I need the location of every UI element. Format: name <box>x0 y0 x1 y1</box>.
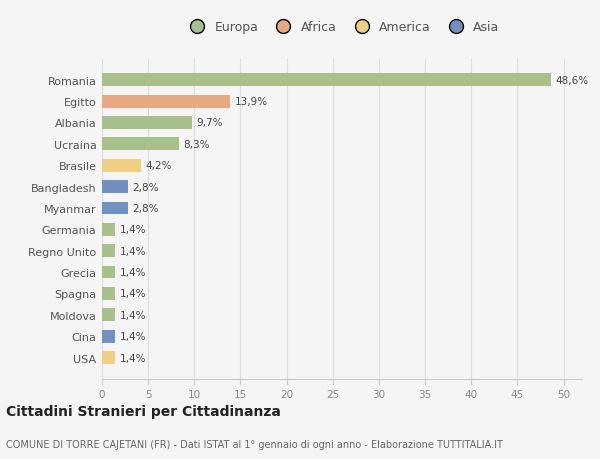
Bar <box>102 202 128 215</box>
Text: 1,4%: 1,4% <box>119 246 146 256</box>
Text: 1,4%: 1,4% <box>119 331 146 341</box>
Text: 13,9%: 13,9% <box>235 97 268 107</box>
Text: COMUNE DI TORRE CAJETANI (FR) - Dati ISTAT al 1° gennaio di ogni anno - Elaboraz: COMUNE DI TORRE CAJETANI (FR) - Dati IST… <box>6 440 503 449</box>
Bar <box>102 181 128 194</box>
Text: 2,8%: 2,8% <box>133 203 159 213</box>
Bar <box>102 138 179 151</box>
Bar <box>102 74 551 87</box>
Bar <box>102 287 115 300</box>
Text: 1,4%: 1,4% <box>119 289 146 299</box>
Text: 8,3%: 8,3% <box>183 140 210 150</box>
Text: 48,6%: 48,6% <box>555 76 589 85</box>
Text: 1,4%: 1,4% <box>119 353 146 363</box>
Bar <box>102 266 115 279</box>
Text: 4,2%: 4,2% <box>145 161 172 171</box>
Bar <box>102 117 191 129</box>
Text: 1,4%: 1,4% <box>119 225 146 235</box>
Bar <box>102 352 115 364</box>
Text: Cittadini Stranieri per Cittadinanza: Cittadini Stranieri per Cittadinanza <box>6 404 281 419</box>
Bar <box>102 95 230 108</box>
Bar <box>102 309 115 321</box>
Text: 1,4%: 1,4% <box>119 310 146 320</box>
Bar <box>102 224 115 236</box>
Text: 1,4%: 1,4% <box>119 268 146 278</box>
Text: 9,7%: 9,7% <box>196 118 223 128</box>
Bar <box>102 330 115 343</box>
Bar <box>102 245 115 257</box>
Legend: Europa, Africa, America, Asia: Europa, Africa, America, Asia <box>184 21 500 34</box>
Bar <box>102 159 141 172</box>
Text: 2,8%: 2,8% <box>133 182 159 192</box>
